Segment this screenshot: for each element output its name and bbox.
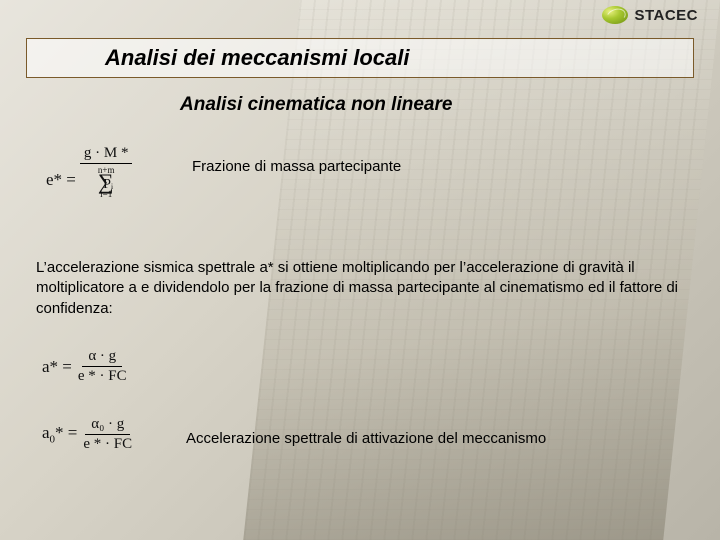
sum-term: Pᵢ xyxy=(103,177,113,193)
formula-e-lhs: e* = xyxy=(46,170,76,190)
formula-e-numerator: g · M * xyxy=(80,145,133,164)
formula-a1-den: e * · FC xyxy=(76,367,129,385)
formula-a2-lhs: a0* = xyxy=(42,423,77,445)
formula-a1-lhs: a* = xyxy=(42,357,72,377)
subtitle: Analisi cinematica non lineare xyxy=(180,94,452,116)
logo-text: STACEC xyxy=(634,7,698,24)
paragraph-explanation: L’accelerazione sismica spettrale a* si … xyxy=(36,258,686,319)
logo-icon xyxy=(602,6,628,24)
title-box: Analisi dei meccanismi locali xyxy=(26,38,694,78)
page-title: Analisi dei meccanismi locali xyxy=(105,45,409,70)
label-frazione-massa: Frazione di massa partecipante xyxy=(192,158,401,175)
formula-a1-num: α · g xyxy=(82,348,122,367)
label-accelerazione: Accelerazione spettrale di attivazione d… xyxy=(186,430,546,447)
formula-a0-star: a0* = α₀ · g e * · FC xyxy=(42,416,172,453)
formula-a2-den: e * · FC xyxy=(81,435,134,453)
formula-a2-num: α₀ · g xyxy=(85,416,130,435)
a2-pre: a xyxy=(42,423,50,442)
formula-a-star: a* = α · g e * · FC xyxy=(42,348,172,385)
logo: STACEC xyxy=(602,6,698,24)
a2-post: * = xyxy=(55,423,77,442)
formula-e-star: e* = g · M * n+m ∑ i=1 Pᵢ xyxy=(46,145,166,215)
